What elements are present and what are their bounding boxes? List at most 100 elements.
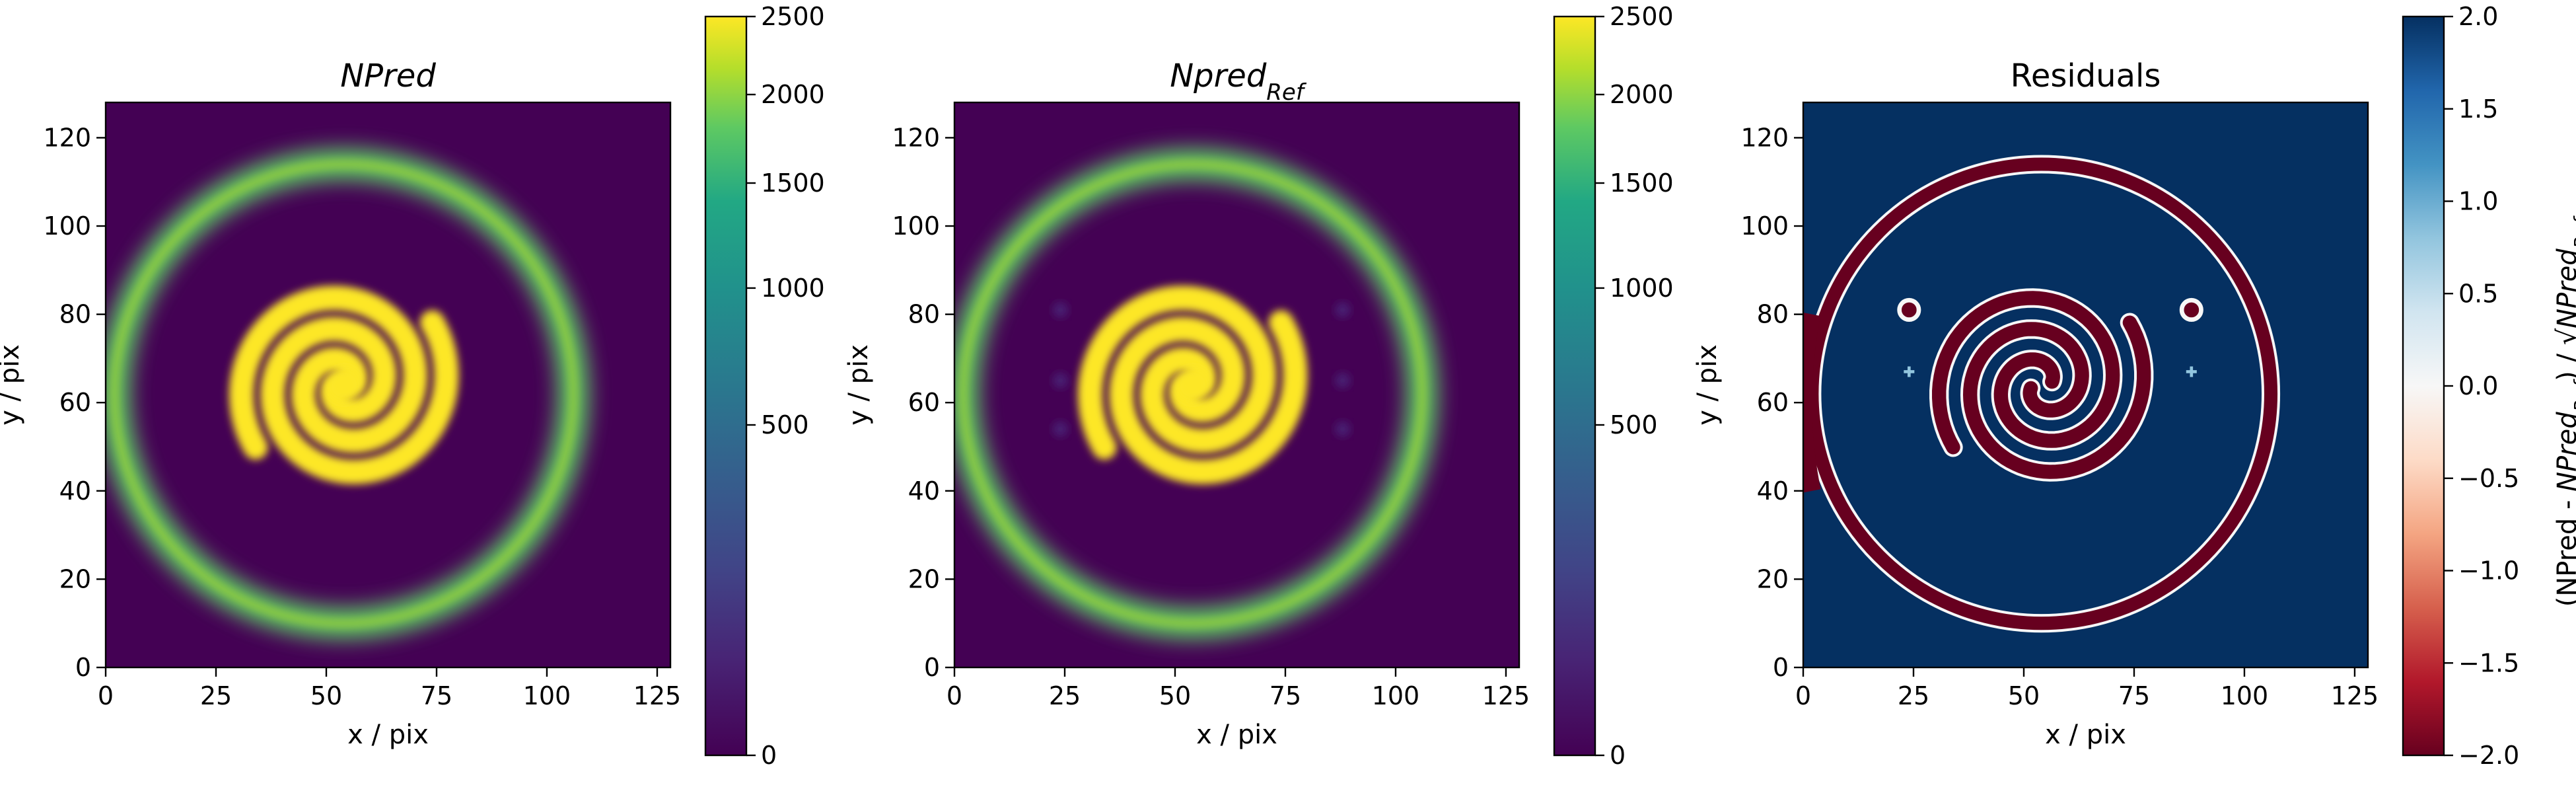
x-tick-label: 50 [2008,681,2040,710]
colorbar-label-part: NPred [2552,248,2576,328]
x-axis-label: x / pix [347,720,429,750]
panel-title: NPred [340,57,436,94]
x-tick-label: 125 [2331,681,2379,710]
colorbar: 0 500 1000 1500 2000 2500 [704,2,825,770]
x-tick-label: 75 [421,681,452,710]
colorbar-tick-label: 0.0 [2458,371,2498,400]
y-tick-label: 120 [1740,123,1789,152]
faint-source [1334,372,1351,389]
axes-frame [1802,101,2369,669]
axes-frame [104,101,672,669]
y-tick-label: 0 [924,653,940,682]
y-tick-label: 60 [59,388,91,417]
emission-ring-core [110,159,578,628]
axes-frame [953,101,1521,669]
y-axis-label: y / pix [1692,344,1723,426]
x-tick-label: 50 [1159,681,1191,710]
residual-point-source [1897,297,1921,322]
x-axis-label: x / pix [2045,720,2126,750]
residual-spiral-b [1963,315,2151,479]
heatmap-image [106,102,670,667]
faint-source [1334,301,1351,318]
colorbar-tick-label: 500 [1610,410,1658,439]
y-tick-label: 0 [75,653,91,682]
colorbar-frame [704,15,748,757]
colorbar-tick-label: 2500 [761,2,825,31]
y-tick-label: 20 [59,564,91,593]
x-tick-label: 0 [947,681,962,710]
x-tick-label: 100 [2221,681,2269,710]
faint-source [1052,372,1069,389]
title-subscript: Ref [1266,79,1307,106]
y-tick-label: 60 [908,388,940,417]
panel-2: 0 25 50 75 100 125 0 20 40 60 80 100 120 x / pix y / p… [843,2,1674,770]
x-tick-label: 125 [633,681,682,710]
colorbar-label: (NPred - NPredRef) / √NPredRef [2552,215,2576,607]
x-tick-label: 25 [1898,681,1929,710]
residual-small-cross [1904,366,1915,377]
colorbar-gradient [705,17,746,755]
faint-source [1052,301,1069,318]
y-axis-label: y / pix [843,344,874,426]
colorbar-tick-label: 2.0 [2458,2,2498,31]
spiral-arm-a [1077,285,1277,460]
y-tick-label: 120 [892,123,940,152]
y-tick-label: 80 [908,300,940,329]
spiral-arm-a [229,285,428,460]
colorbar-tick-label: 2000 [761,80,825,109]
y-axis-label: y / pix [0,344,25,426]
x-tick-label: 25 [1049,681,1081,710]
x-tick-label: 75 [1270,681,1301,710]
y-tick-label: 40 [1757,476,1789,506]
panel-title: Residuals [2011,57,2161,94]
panel-1: 0 25 50 75 100 125 0 20 40 60 80 100 120 x / pix y / p… [0,2,825,770]
x-axis-label: x / pix [1196,720,1277,750]
x-tick-label: 0 [1795,681,1811,710]
y-tick-label: 80 [1757,300,1789,329]
colorbar-tick-label: 0 [1610,741,1626,770]
x-tick-label: 75 [2118,681,2150,710]
y-tick-label: 20 [908,564,940,593]
x-tick-label: 0 [98,681,114,710]
colorbar-label-part: Ref [2570,215,2576,249]
colorbar-tick-label: −2.0 [2458,741,2519,770]
residual-spiral-a [1932,291,2120,455]
colorbar-tick-label: 1500 [761,169,825,198]
spiral-arm-b [260,310,459,484]
colorbar-gradient [1554,17,1595,755]
y-tick-label: 60 [1757,388,1789,417]
colorbar-tick-label: 1000 [761,274,825,303]
colorbar-tick-label: −0.5 [2458,464,2519,493]
colorbar-gradient [2403,17,2444,755]
x-tick-label: 25 [200,681,232,710]
colorbar-tick-label: 1.0 [2458,187,2498,216]
colorbar-tick-label: −1.0 [2458,556,2519,585]
x-tick-label: 125 [1482,681,1530,710]
colorbar: 0 500 1000 1500 2000 2500 [1553,2,1674,770]
colorbar: 2.0 1.5 1.0 0.5 0.0 −0.5 −1.0 −1.5 −2.0 (NPred - … [2402,2,2576,770]
colorbar-tick-label: −1.5 [2458,648,2519,677]
colorbar-tick-label: 500 [761,410,809,439]
panel-title: NpredRef [1170,57,1307,106]
residual-edge-crescent [1803,313,1821,493]
colorbar-tick-label: 1000 [1610,274,1674,303]
y-tick-label: 40 [908,476,940,506]
y-tick-label: 100 [1740,211,1789,241]
heatmap-image [1803,102,2368,667]
colorbar-label-part: NPred [2552,412,2576,492]
y-tick-label: 100 [43,211,91,241]
colorbar-tick-label: 0 [761,741,777,770]
spiral-core [1174,367,1211,403]
colorbar-tick-label: 2000 [1610,80,1674,109]
x-tick-label: 100 [1372,681,1420,710]
residual-point-source [2179,297,2203,322]
colorbar-label-part: ) / √ [2552,328,2576,381]
panel-3: 0 25 50 75 100 125 0 20 40 60 80 100 120 x / pix y / p… [1692,2,2576,770]
faint-source [1052,421,1069,437]
y-tick-label: 120 [43,123,91,152]
spiral-core [326,367,362,403]
colorbar-frame [1553,15,1596,757]
colorbar-tick-label: 1.5 [2458,94,2498,124]
title-main: Npred [1170,57,1267,94]
